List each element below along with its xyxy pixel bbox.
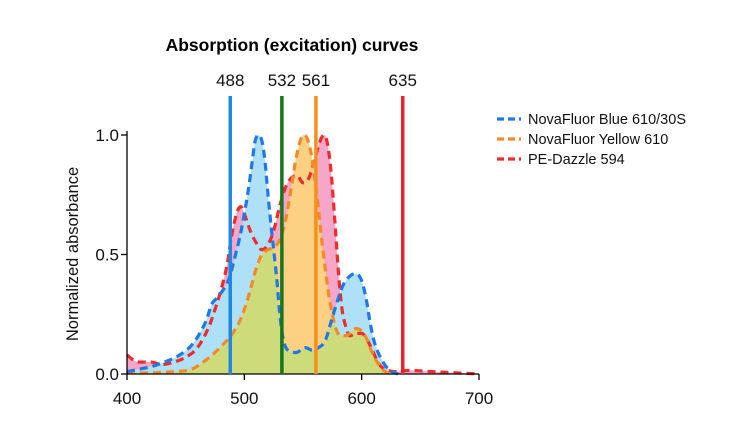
chart-title: Absorption (excitation) curves — [166, 35, 419, 55]
axis-ticks: 400 500 600 700 0.0 0.5 1.0 — [95, 126, 493, 408]
absorption-curve-novafluor-blue-610-30s — [125, 133, 400, 376]
laser-label-561: 561 — [302, 71, 330, 90]
overlap-fill — [127, 247, 391, 374]
legend: NovaFluor Blue 610/30S NovaFluor Yellow 6… — [497, 112, 686, 168]
legend-label: PE-Dazzle 594 — [528, 152, 625, 168]
y-tick-label: 0.0 — [95, 365, 119, 384]
legend-item: NovaFluor Yellow 610 — [497, 132, 668, 148]
legend-item: PE-Dazzle 594 — [497, 152, 625, 168]
axes — [126, 131, 479, 375]
x-tick-label: 700 — [465, 389, 493, 408]
legend-item: NovaFluor Blue 610/30S — [497, 112, 686, 128]
x-tick-label: 500 — [230, 389, 258, 408]
legend-label: NovaFluor Blue 610/30S — [528, 112, 686, 128]
absorption-curve-novafluor-yellow-610 — [125, 133, 393, 376]
y-tick-label: 1.0 — [95, 126, 119, 145]
absorption-curve-pe-dazzle-594 — [125, 133, 481, 376]
laser-label-635: 635 — [389, 71, 417, 90]
laser-label-488: 488 — [216, 71, 244, 90]
y-axis-label: Normalized absorbance — [64, 167, 82, 341]
laser-label-532: 532 — [268, 71, 296, 90]
laser-lines: 488 532 561 635 — [216, 71, 417, 374]
legend-label: NovaFluor Yellow 610 — [528, 132, 668, 148]
area-fills — [127, 135, 479, 374]
area-fill-novafluor-yellow-610 — [127, 135, 391, 374]
y-tick-label: 0.5 — [95, 246, 119, 265]
absorption-curves — [125, 133, 481, 376]
x-tick-label: 400 — [113, 389, 141, 408]
x-tick-label: 600 — [347, 389, 375, 408]
